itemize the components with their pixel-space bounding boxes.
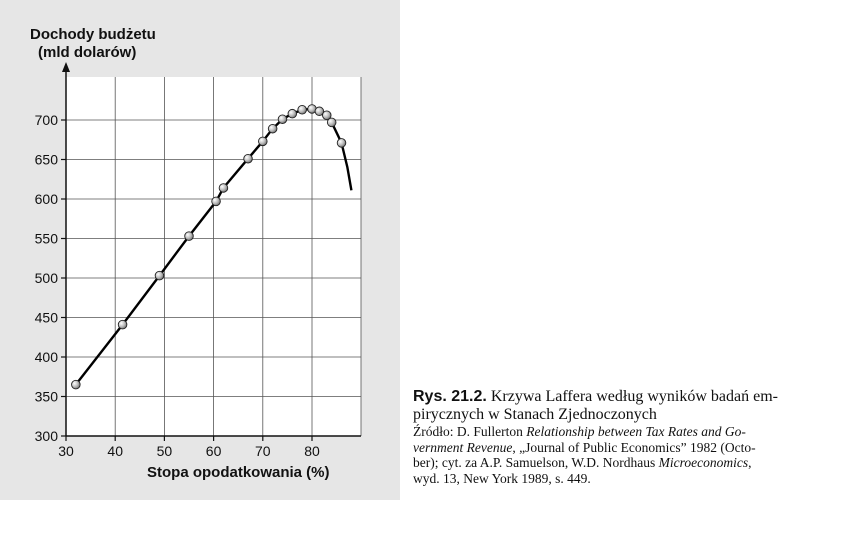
data-point-13	[314, 106, 325, 117]
source-citation: ber); cyt. za A.P. Samuelson, W.D. Nordh…	[413, 455, 659, 470]
y-axis-title-line1: Dochody budżetu	[30, 26, 156, 43]
caption-title-text-2: pirycznych w Stanach Zjednoczonych	[413, 406, 657, 423]
caption-title: Rys. 21.2. Krzywa Laffera według wyników…	[413, 388, 843, 424]
x-axis-title: Stopa opodatkowania (%)	[147, 464, 330, 481]
caption-label: Rys. 21.2.	[413, 388, 487, 405]
y-tick-label-450: 450	[35, 310, 59, 326]
chart-panel: 300 350 400 450 500 550 600 650 700 30 40 50 60 70 80 …	[0, 0, 400, 500]
y-tick-label-700: 700	[35, 112, 59, 128]
data-point-15	[326, 117, 337, 128]
y-tick-label-350: 350	[35, 389, 59, 405]
source-comma: ,	[748, 455, 752, 470]
x-tick-label-80: 80	[304, 443, 320, 459]
x-tick-label-50: 50	[157, 443, 173, 459]
data-point-6	[243, 153, 253, 164]
y-tick-label-600: 600	[35, 191, 59, 207]
x-tick-label-40: 40	[107, 443, 123, 459]
grid	[66, 77, 362, 436]
source-article-title-2: vernment Revenue	[413, 439, 513, 455]
y-tick-label-300: 300	[35, 428, 59, 444]
data-point-14	[322, 110, 332, 121]
data-point-4	[211, 196, 221, 207]
y-tick-label-650: 650	[35, 152, 59, 168]
data-point-5	[218, 183, 229, 193]
caption-source: Źródło: D. Fullerton Relationship betwee…	[413, 424, 843, 486]
data-point-7	[258, 136, 268, 147]
data-point-10	[287, 108, 298, 119]
data-point-2	[154, 270, 165, 281]
source-prefix: Źródło: D. Fullerton	[413, 424, 527, 439]
y-tick-label-500: 500	[35, 270, 59, 286]
x-tick-label-30: 30	[58, 443, 74, 459]
data-point-0	[71, 379, 81, 390]
data-point-8	[267, 123, 278, 134]
x-tick-label-60: 60	[206, 443, 222, 459]
x-tick-label-70: 70	[255, 443, 271, 459]
data-point-16	[336, 138, 347, 148]
data-point-9	[277, 114, 288, 124]
caption-title-text-1: Krzywa Laffera według wyników badań em-	[486, 388, 778, 405]
y-tick-label-400: 400	[35, 349, 59, 365]
data-points	[71, 104, 347, 390]
tick-labels: 300 350 400 450 500 550 600 650 700 30 40 50 60 70 80	[35, 112, 320, 459]
data-point-3	[184, 231, 194, 241]
axes	[61, 62, 361, 441]
source-book-title: Microeconomics	[658, 455, 749, 470]
data-point-1	[117, 319, 128, 330]
data-point-11	[297, 104, 307, 115]
y-tick-label-550: 550	[35, 231, 59, 247]
y-axis-arrow	[62, 62, 70, 72]
source-article-title-1: Relationship between Tax Rates and Go-	[526, 424, 746, 439]
figure-caption: Rys. 21.2. Krzywa Laffera według wyników…	[413, 388, 843, 486]
source-journal: , „Journal of Public Economics” 1982 (Oc…	[512, 439, 756, 455]
y-axis-title-line2: (mld dolarów)	[38, 44, 136, 61]
source-edition: wyd. 13, New York 1989, s. 449.	[413, 470, 591, 486]
